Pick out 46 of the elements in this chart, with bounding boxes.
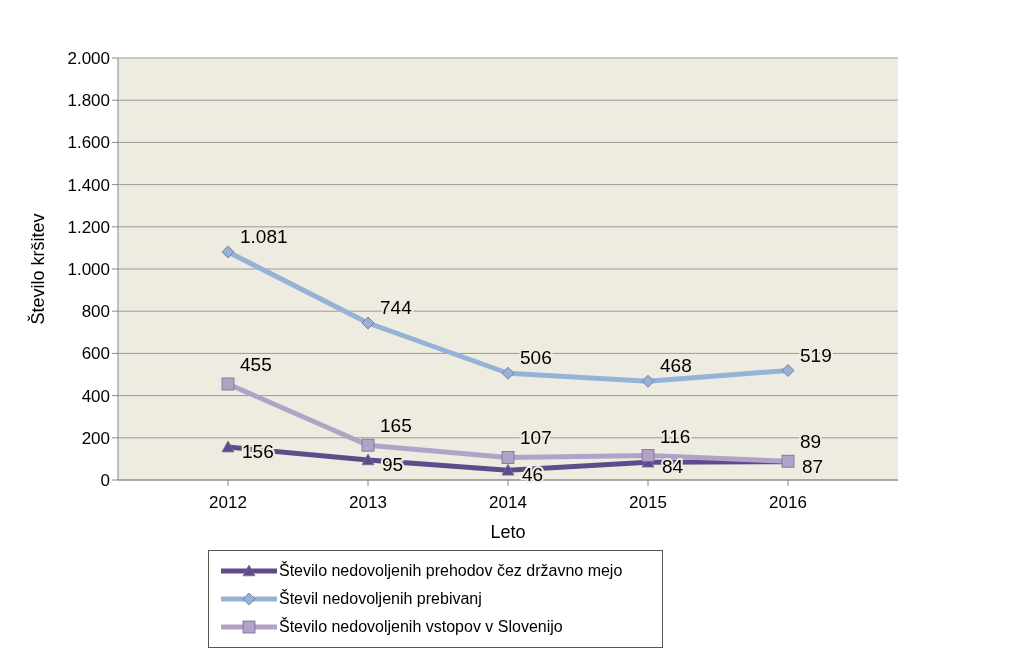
- x-axis-title: Leto: [490, 522, 526, 542]
- point: [361, 453, 375, 466]
- y-tick-label: 0: [100, 471, 110, 491]
- y-tick-label: 200: [81, 428, 110, 448]
- x-tick-label: 2016: [769, 493, 807, 513]
- point: [221, 377, 235, 391]
- y-tick-label: 2.000: [67, 49, 110, 69]
- y-tick-label: 1.800: [67, 91, 110, 111]
- point: [781, 364, 795, 377]
- data-label: 89: [800, 431, 822, 453]
- data-label: 107: [520, 427, 552, 449]
- point: [221, 245, 235, 259]
- y-tick-label: 600: [81, 344, 110, 364]
- point: [501, 366, 515, 380]
- data-label: 455: [240, 354, 272, 376]
- data-label: 46: [522, 464, 544, 486]
- data-label: 156: [242, 441, 274, 463]
- data-label: 519: [800, 344, 832, 366]
- data-label: 87: [802, 455, 824, 477]
- point: [501, 451, 515, 464]
- y-tick-label: 1.200: [67, 217, 110, 237]
- y-tick-label: 1.000: [67, 260, 110, 280]
- x-tick-label: 2012: [209, 493, 247, 513]
- point: [221, 440, 235, 453]
- y-tick-label: 800: [81, 302, 110, 322]
- point: [361, 438, 375, 452]
- x-tick-label: 2014: [489, 493, 527, 513]
- y-tick-label: 400: [81, 386, 110, 406]
- point: [641, 449, 655, 462]
- data-label: 1.081: [240, 225, 288, 247]
- y-tick-label: 1.600: [67, 133, 110, 153]
- legend-label: Števil nedovoljenih prebivanj: [279, 590, 482, 608]
- data-label: 744: [380, 297, 413, 319]
- data-label: 116: [660, 425, 691, 447]
- data-label: 506: [520, 347, 552, 369]
- data-label: 165: [380, 415, 412, 437]
- y-tick-label: 1.400: [67, 175, 110, 195]
- legend-label: Število nedovoljenih vstopov v Slovenijo: [279, 618, 563, 636]
- point: [501, 463, 515, 476]
- point: [641, 374, 655, 388]
- legend-label: Število nedovoljenih prehodov čez državno mejo: [279, 562, 623, 580]
- y-axis-title: Število kršitev: [27, 213, 49, 325]
- x-tick-label: 2013: [349, 493, 387, 513]
- data-label: 468: [660, 355, 692, 377]
- point: [361, 316, 375, 330]
- x-tick-label: 2015: [629, 493, 667, 513]
